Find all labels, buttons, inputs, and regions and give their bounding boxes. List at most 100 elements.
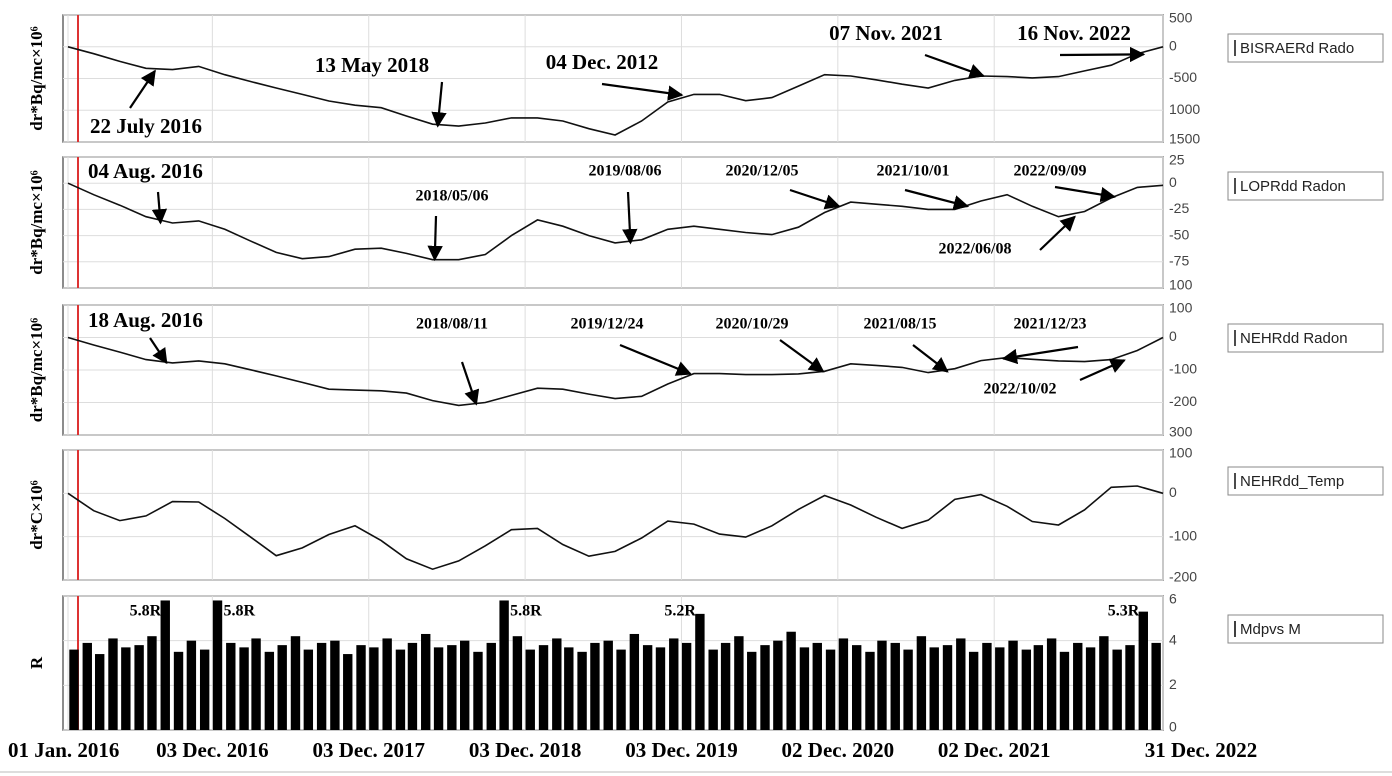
bar xyxy=(968,651,979,730)
bar xyxy=(799,647,810,730)
annotation-arrow xyxy=(129,69,156,109)
legend-box xyxy=(1227,33,1384,63)
bar xyxy=(669,638,679,730)
y-tick-label: 100 xyxy=(1169,445,1193,461)
plot-frame xyxy=(62,156,1164,289)
annotation-arrow xyxy=(1001,345,1079,365)
y-tick-label: 0 xyxy=(1169,174,1177,190)
y-tick-label: -75 xyxy=(1169,253,1189,269)
bar xyxy=(1151,642,1161,730)
annotation: 04 Dec. 2012 xyxy=(546,50,659,74)
bar xyxy=(916,636,927,730)
bar xyxy=(369,647,379,730)
annotation: 18 Aug. 2016 xyxy=(88,308,203,332)
bar xyxy=(173,651,184,730)
bar xyxy=(330,640,340,730)
y-tick-label: -50 xyxy=(1169,226,1189,242)
bar xyxy=(1021,649,1032,730)
y-tick-label: 0 xyxy=(1169,37,1177,53)
bar xyxy=(616,649,626,730)
annotation-arrow xyxy=(622,191,638,245)
bar xyxy=(1046,638,1057,730)
annotation-arrow xyxy=(601,82,684,101)
line-series xyxy=(67,182,1164,261)
bar xyxy=(1085,647,1096,730)
bar xyxy=(395,649,406,730)
y-axis-label: R xyxy=(27,656,46,669)
bar xyxy=(121,647,131,730)
bar xyxy=(473,651,483,730)
bar xyxy=(825,649,836,730)
legend-label: LOPRdd Radon xyxy=(1240,178,1346,195)
annotation: 5.8R xyxy=(224,603,256,620)
annotation-arrow xyxy=(904,188,970,211)
bar xyxy=(1099,636,1109,730)
annotation: 5.8R xyxy=(510,603,542,620)
bar xyxy=(512,636,523,730)
annotation-arrow xyxy=(1039,215,1076,251)
y-tick-label: -200 xyxy=(1169,393,1197,409)
x-tick-label: 02 Dec. 2021 xyxy=(938,738,1051,762)
bar xyxy=(316,642,327,730)
legend-box xyxy=(1227,614,1384,644)
x-tick-label: 01 Jan. 2016 xyxy=(8,738,119,762)
bar xyxy=(277,645,287,730)
bar xyxy=(629,633,640,730)
bar xyxy=(865,651,875,730)
bar xyxy=(82,642,92,730)
annotation: 5.3R xyxy=(1108,603,1140,620)
annotation: 07 Nov. 2021 xyxy=(829,21,943,45)
bar xyxy=(290,636,301,730)
bar xyxy=(956,638,966,730)
bar xyxy=(603,640,613,730)
bar xyxy=(199,649,210,730)
annotation: 2019/08/06 xyxy=(589,163,662,180)
annotation: 2022/10/02 xyxy=(984,381,1057,398)
annotation-arrow xyxy=(619,343,692,376)
annotation: 22 July 2016 xyxy=(90,114,202,138)
bar xyxy=(1008,640,1018,730)
bar xyxy=(838,638,849,730)
bar xyxy=(525,649,535,730)
bar xyxy=(499,600,509,730)
bar xyxy=(343,654,353,730)
bar xyxy=(160,600,170,730)
y-tick-label: 100 xyxy=(1169,277,1193,293)
bar xyxy=(760,645,770,730)
annotation: 2021/10/01 xyxy=(877,163,950,180)
x-tick-label: 02 Dec. 2020 xyxy=(782,738,895,762)
bar xyxy=(642,645,653,730)
annotation: 2021/12/23 xyxy=(1014,316,1087,333)
annotation-arrow xyxy=(151,191,168,225)
legend-label: NEHRdd_Temp xyxy=(1240,473,1344,490)
bar xyxy=(1033,645,1044,730)
bar xyxy=(538,645,549,730)
legend-label: BISRAERd Rado xyxy=(1240,40,1354,57)
bar xyxy=(382,638,392,730)
y-tick-label: 0 xyxy=(1169,484,1177,500)
bar xyxy=(851,645,862,730)
bar xyxy=(460,640,470,730)
annotation: 2018/08/11 xyxy=(416,316,488,333)
bar xyxy=(655,647,666,730)
bar xyxy=(251,638,261,730)
bar xyxy=(421,633,431,730)
bar xyxy=(447,645,457,730)
bar xyxy=(147,636,157,730)
bar xyxy=(95,654,105,730)
y-tick-label: -25 xyxy=(1169,200,1189,216)
bar xyxy=(590,642,600,730)
bar xyxy=(226,642,236,730)
legend-label: NEHRdd Radon xyxy=(1240,330,1348,347)
bar xyxy=(486,642,496,730)
annotation-arrow xyxy=(431,81,447,128)
bar xyxy=(1138,611,1148,730)
bar xyxy=(773,640,783,730)
y-axis-label: dr*Bq/mc×10⁶ xyxy=(27,318,46,423)
annotation: 2020/10/29 xyxy=(716,316,789,333)
y-tick-label: 4 xyxy=(1169,631,1177,647)
bar xyxy=(108,638,118,730)
y-tick-label: 0 xyxy=(1169,719,1177,735)
y-tick-label: 25 xyxy=(1169,152,1185,168)
